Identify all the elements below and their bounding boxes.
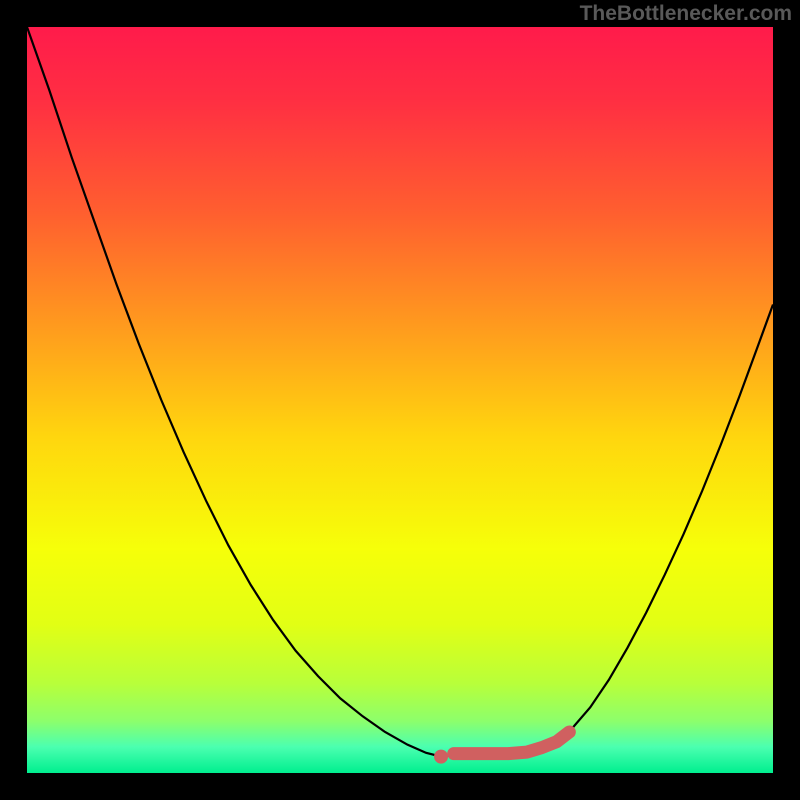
plot-svg <box>27 27 773 773</box>
highlight-dot <box>434 750 448 764</box>
chart-container: TheBottlenecker.com <box>0 0 800 800</box>
gradient-background <box>27 27 773 773</box>
plot-area <box>27 27 773 773</box>
watermark-text: TheBottlenecker.com <box>580 2 792 26</box>
